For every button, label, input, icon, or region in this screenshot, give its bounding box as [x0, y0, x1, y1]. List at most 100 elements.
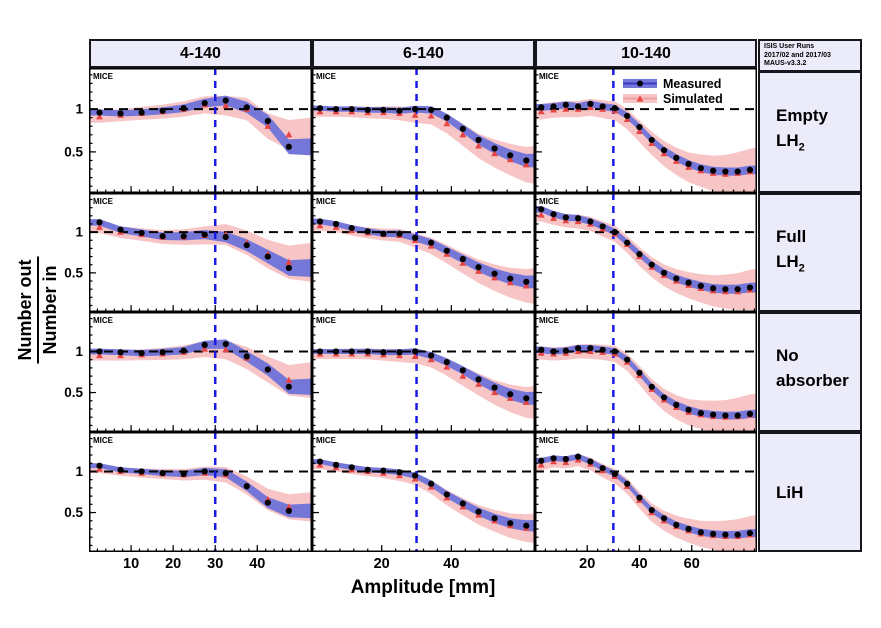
run-info-box: ISIS User Runs 2017/02 and 2017/03 MAUS-…: [758, 39, 862, 72]
measured-dot-marker: [660, 394, 668, 401]
measured-series: [316, 105, 530, 164]
measured-series: [96, 462, 292, 515]
panel-no-absorber-6-140: MICE: [312, 312, 535, 432]
measured-dot-marker: [428, 480, 435, 487]
measured-series: [538, 345, 754, 419]
measured-dot-marker: [574, 345, 582, 352]
measured-dot-marker: [222, 97, 229, 104]
measured-dot-marker: [364, 348, 371, 355]
panel-data-area: [89, 432, 312, 552]
mice-watermark: MICE: [93, 72, 114, 81]
measured-uncertainty-band: [535, 100, 757, 176]
measured-dot-marker: [459, 255, 466, 263]
row-label-line: Full: [776, 226, 807, 246]
measured-dot-marker: [599, 103, 606, 110]
measured-dot-marker: [117, 110, 124, 117]
row-label-line: Empty: [776, 106, 828, 126]
panel-frame: [89, 312, 312, 432]
measured-dot-marker: [648, 506, 655, 514]
row-label-empty-lh2: Empty LH2: [758, 71, 862, 193]
measured-series: [538, 206, 754, 293]
measured-dot-marker: [264, 117, 271, 125]
measured-dot-marker: [412, 105, 419, 113]
panel-frame: [89, 193, 312, 312]
measured-dot-marker: [550, 455, 557, 462]
measured-dot-marker: [491, 515, 498, 522]
panel-frame: [89, 68, 312, 193]
panel-data-area: [312, 432, 535, 552]
measured-dot-marker: [507, 520, 514, 527]
measured-dot-marker: [660, 147, 668, 154]
measured-dot-marker: [685, 525, 692, 533]
measured-dot-marker: [599, 465, 606, 472]
measured-dot-marker: [611, 470, 619, 478]
measured-dot-marker: [475, 376, 482, 383]
measured-dot-marker: [180, 105, 187, 112]
simulated-triangle-marker: [285, 503, 293, 510]
measured-dot-marker: [523, 157, 530, 164]
simulated-triangle-marker: [316, 222, 324, 229]
measured-dot-marker: [599, 223, 606, 230]
simulated-triangle-marker: [411, 352, 419, 359]
y-tick-label: 0.5: [64, 144, 83, 159]
measured-dot-marker: [734, 412, 741, 419]
measured-dot-marker: [660, 515, 668, 522]
measured-dot-marker: [746, 410, 754, 418]
measured-dot-marker: [428, 352, 435, 359]
x-tick-label: 40: [631, 556, 647, 572]
measured-dot-marker: [685, 279, 692, 286]
measured-dot-marker: [332, 220, 340, 228]
simulated-uncertainty-band: [312, 348, 535, 419]
measured-dot-marker: [673, 275, 680, 282]
y-tick-label: 1: [75, 464, 83, 479]
measured-dot-marker: [574, 103, 582, 110]
measured-dot-marker: [491, 270, 498, 277]
measured-dot-marker: [648, 136, 655, 144]
simulated-triangle-marker: [285, 376, 293, 383]
simulated-uncertainty-band: [312, 460, 535, 543]
measured-dot-marker: [636, 369, 643, 376]
panel-data-area: [89, 193, 312, 312]
run-info-line: 2017/02 and 2017/03: [764, 51, 831, 59]
measured-dot-marker: [710, 285, 717, 292]
y-tick-label: 0.5: [64, 385, 83, 400]
simulated-triangle-marker: [285, 131, 293, 138]
measured-dot-marker: [264, 366, 271, 373]
measured-dot-marker: [332, 348, 340, 355]
measured-dot-marker: [222, 233, 229, 241]
measured-dot-marker: [459, 500, 466, 507]
measured-dot-marker: [697, 282, 704, 290]
measured-dot-marker: [428, 106, 435, 114]
measured-dot-marker: [285, 383, 292, 390]
panel-frame: [312, 193, 535, 312]
row-label-line: LiH: [776, 482, 804, 502]
column-header-6-140: 6-140: [312, 39, 535, 68]
measured-dot-marker: [348, 464, 355, 471]
simulated-triangle-marker: [222, 346, 230, 353]
measured-dot-marker: [475, 508, 482, 515]
measured-dot-marker: [697, 409, 704, 417]
panel-data-area: [535, 193, 757, 312]
measured-dot-marker: [507, 391, 514, 398]
measured-dot-marker: [734, 531, 741, 538]
panel-data-area: [535, 432, 757, 552]
simulated-triangle-marker: [506, 156, 514, 163]
legend-measured-label: Measured: [663, 77, 721, 91]
measured-dot-marker: [264, 253, 271, 260]
measured-dot-marker: [507, 275, 514, 282]
axis-ticks: [312, 198, 522, 312]
measured-dot-marker: [428, 239, 435, 246]
simulated-triangle-marker: [491, 388, 498, 396]
measured-dot-marker: [697, 529, 704, 536]
measured-dot-marker: [574, 453, 582, 460]
measured-dot-marker: [550, 103, 557, 110]
measured-dot-marker: [380, 106, 387, 114]
simulated-triangle-marker: [427, 112, 435, 119]
y-tick-label: 0.5: [64, 505, 83, 520]
measured-dot-marker: [710, 530, 717, 538]
measured-dot-marker: [587, 100, 594, 108]
simulated-triangle-marker: [537, 461, 545, 468]
measured-dot-marker: [587, 218, 594, 225]
x-tick-label: 10: [123, 556, 139, 572]
